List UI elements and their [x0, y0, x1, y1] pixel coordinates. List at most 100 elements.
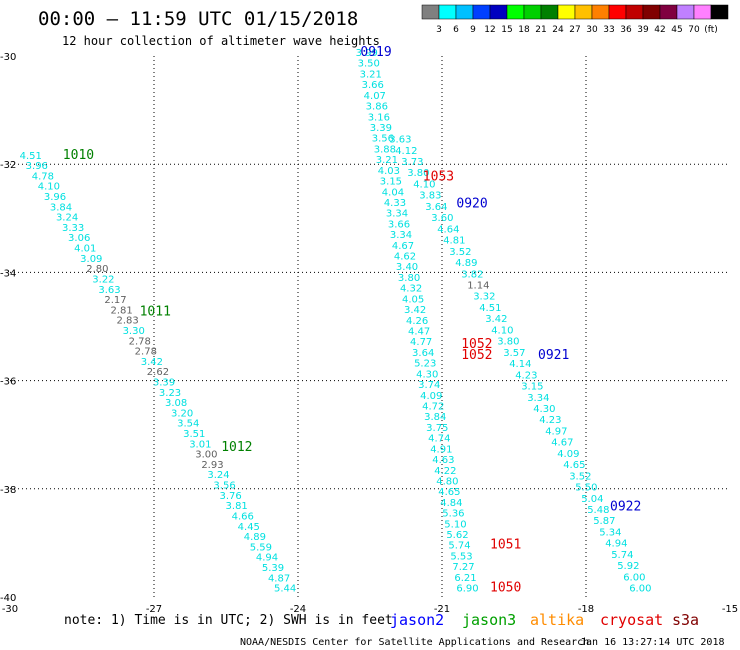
wave-height-value: 4.05 — [402, 294, 424, 305]
wave-height-value: 4.72 — [422, 401, 444, 412]
wave-height-value: 4.80 — [436, 476, 458, 487]
colorbar-swatch — [506, 4, 525, 20]
colorbar-label: 39 — [637, 25, 649, 35]
colorbar-swatch — [710, 4, 729, 20]
satellite-legend-jason3: jason3 — [462, 611, 516, 629]
wave-height-value: 5.23 — [414, 359, 436, 370]
axis-ticks: -30 -27 -24 -21 -18 -15 -30 -32 -34 -36 -38 -40 — [0, 52, 738, 615]
satellite-legend-s3a: s3a — [672, 611, 699, 629]
wave-height-value: 4.97 — [545, 426, 567, 437]
wave-height-value: 3.34 — [527, 393, 549, 404]
y-tick-label: -40 — [0, 593, 16, 604]
satellite-legend-jason2: jason2 — [390, 611, 444, 629]
wave-height-value: 4.78 — [32, 171, 54, 182]
gridlines — [10, 56, 730, 597]
wave-height-value: 4.09 — [420, 391, 442, 402]
wave-height-value: 4.23 — [515, 370, 537, 381]
wave-height-value: 3.66 — [388, 219, 410, 230]
wave-height-value: 5.87 — [593, 516, 615, 527]
wave-height-value: 4.67 — [551, 438, 573, 449]
wave-height-value: 4.01 — [74, 244, 96, 255]
y-tick-label: -34 — [0, 268, 16, 279]
pass-time-label: 1051 — [490, 537, 521, 552]
wave-height-value: 3.52 — [449, 247, 471, 258]
wave-height-value: 3.56 — [213, 481, 235, 492]
wave-height-value: 3.80 — [497, 337, 519, 348]
wave-height-value: 3.60 — [431, 213, 453, 224]
footer-note: note: 1) Time is in UTC; 2) SWH is in fe… — [64, 613, 393, 628]
wave-height-value: 4.65 — [563, 460, 585, 471]
colorbar-swatch — [540, 4, 559, 20]
wave-height-value: 5.44 — [274, 584, 296, 595]
x-tick-label: -15 — [722, 604, 738, 615]
wave-height-value: 4.09 — [557, 449, 579, 460]
colorbar-label: 30 — [586, 25, 598, 35]
pass-time-labels: 1010 1011 1012 0919 0920 0921 0922 1053 10521052… — [63, 45, 642, 596]
pass-time-label: 1053 — [423, 169, 454, 184]
wave-height-value: 4.84 — [440, 498, 462, 509]
wave-height-value: 3.42 — [485, 314, 507, 325]
pass-time-label: 1011 — [140, 305, 171, 320]
colorbar-label: 15 — [501, 25, 512, 35]
wave-height-value: 5.34 — [599, 527, 621, 538]
colorbar-label: 33 — [603, 25, 614, 35]
pass-time-label: 0920 — [456, 196, 487, 211]
wave-height-value: 3.52 — [569, 471, 591, 482]
wave-height-value: 4.10 — [413, 179, 435, 190]
colorbar-swatch — [489, 4, 508, 20]
footer-timestamp: Jan 16 13:27:14 UTC 2018 — [580, 637, 725, 648]
colorbar-swatch — [591, 4, 610, 20]
pass-time-label: 0919 — [360, 45, 391, 60]
wave-height-value: 3.01 — [189, 439, 211, 450]
wave-height-value: 2.62 — [147, 367, 169, 378]
wave-height-value: 4.47 — [408, 327, 430, 338]
wave-height-value: 3.84 — [424, 412, 446, 423]
wave-height-value: 4.45 — [238, 522, 260, 533]
colorbar-label: 36 — [620, 25, 632, 35]
wave-height-value: 4.62 — [394, 252, 416, 263]
wave-height-value: 2.80 — [86, 264, 108, 275]
colorbar-swatch — [557, 4, 576, 20]
colorbar-swatch — [438, 4, 457, 20]
wave-height-value: 4.32 — [400, 284, 422, 295]
wave-height-value: 3.24 — [56, 213, 78, 224]
colorbar-swatch — [421, 4, 440, 20]
wave-height-value: 3.54 — [177, 419, 199, 430]
wave-height-value: 6.00 — [623, 572, 645, 583]
wave-height-value: 3.66 — [362, 80, 384, 91]
wave-height-value: 4.03 — [378, 166, 400, 177]
wave-height-value: 6.00 — [629, 584, 651, 595]
wave-height-value: 3.74 — [418, 380, 440, 391]
wave-height-value: 3.34 — [386, 209, 408, 220]
wave-height-value: 6.21 — [454, 573, 476, 584]
wave-height-value: 3.64 — [425, 202, 447, 213]
wave-height-value: 4.63 — [432, 455, 454, 466]
wave-height-value: 5.62 — [446, 530, 468, 541]
wave-height-value: 3.63 — [389, 135, 411, 146]
wave-height-value: 3.57 — [503, 348, 525, 359]
wave-height-value: 3.22 — [92, 274, 114, 285]
wave-height-value: 4.33 — [384, 198, 406, 209]
colorbar-swatch — [642, 4, 661, 20]
pass-time-label: 1052 — [461, 337, 492, 352]
wave-height-value: 3.23 — [159, 388, 181, 399]
wave-height-value: 3.82 — [461, 269, 483, 280]
wave-height-value: 3.84 — [50, 202, 72, 213]
wave-height-value: 3.08 — [165, 398, 187, 409]
wave-height-value: 3.21 — [376, 155, 398, 166]
pass-time-label: 0922 — [610, 499, 641, 514]
wave-height-value: 4.10 — [38, 182, 60, 193]
colorbar-swatch — [608, 4, 627, 20]
wave-height-value: 3.21 — [360, 69, 382, 80]
wave-height-value: 3.99 — [356, 48, 378, 59]
wave-height-value: 4.81 — [443, 236, 465, 247]
wave-height-value: 3.24 — [207, 470, 229, 481]
chart-subtitle: 12 hour collection of altimeter wave hei… — [62, 34, 380, 48]
wave-height-value: 5.36 — [442, 509, 464, 520]
wave-height-value: 3.50 — [358, 59, 380, 70]
wave-height-value: 3.81 — [226, 501, 248, 512]
wave-height-value: 4.12 — [395, 146, 417, 157]
colorbar-label: 9 — [470, 25, 476, 35]
wave-height-value: 5.53 — [450, 551, 472, 562]
